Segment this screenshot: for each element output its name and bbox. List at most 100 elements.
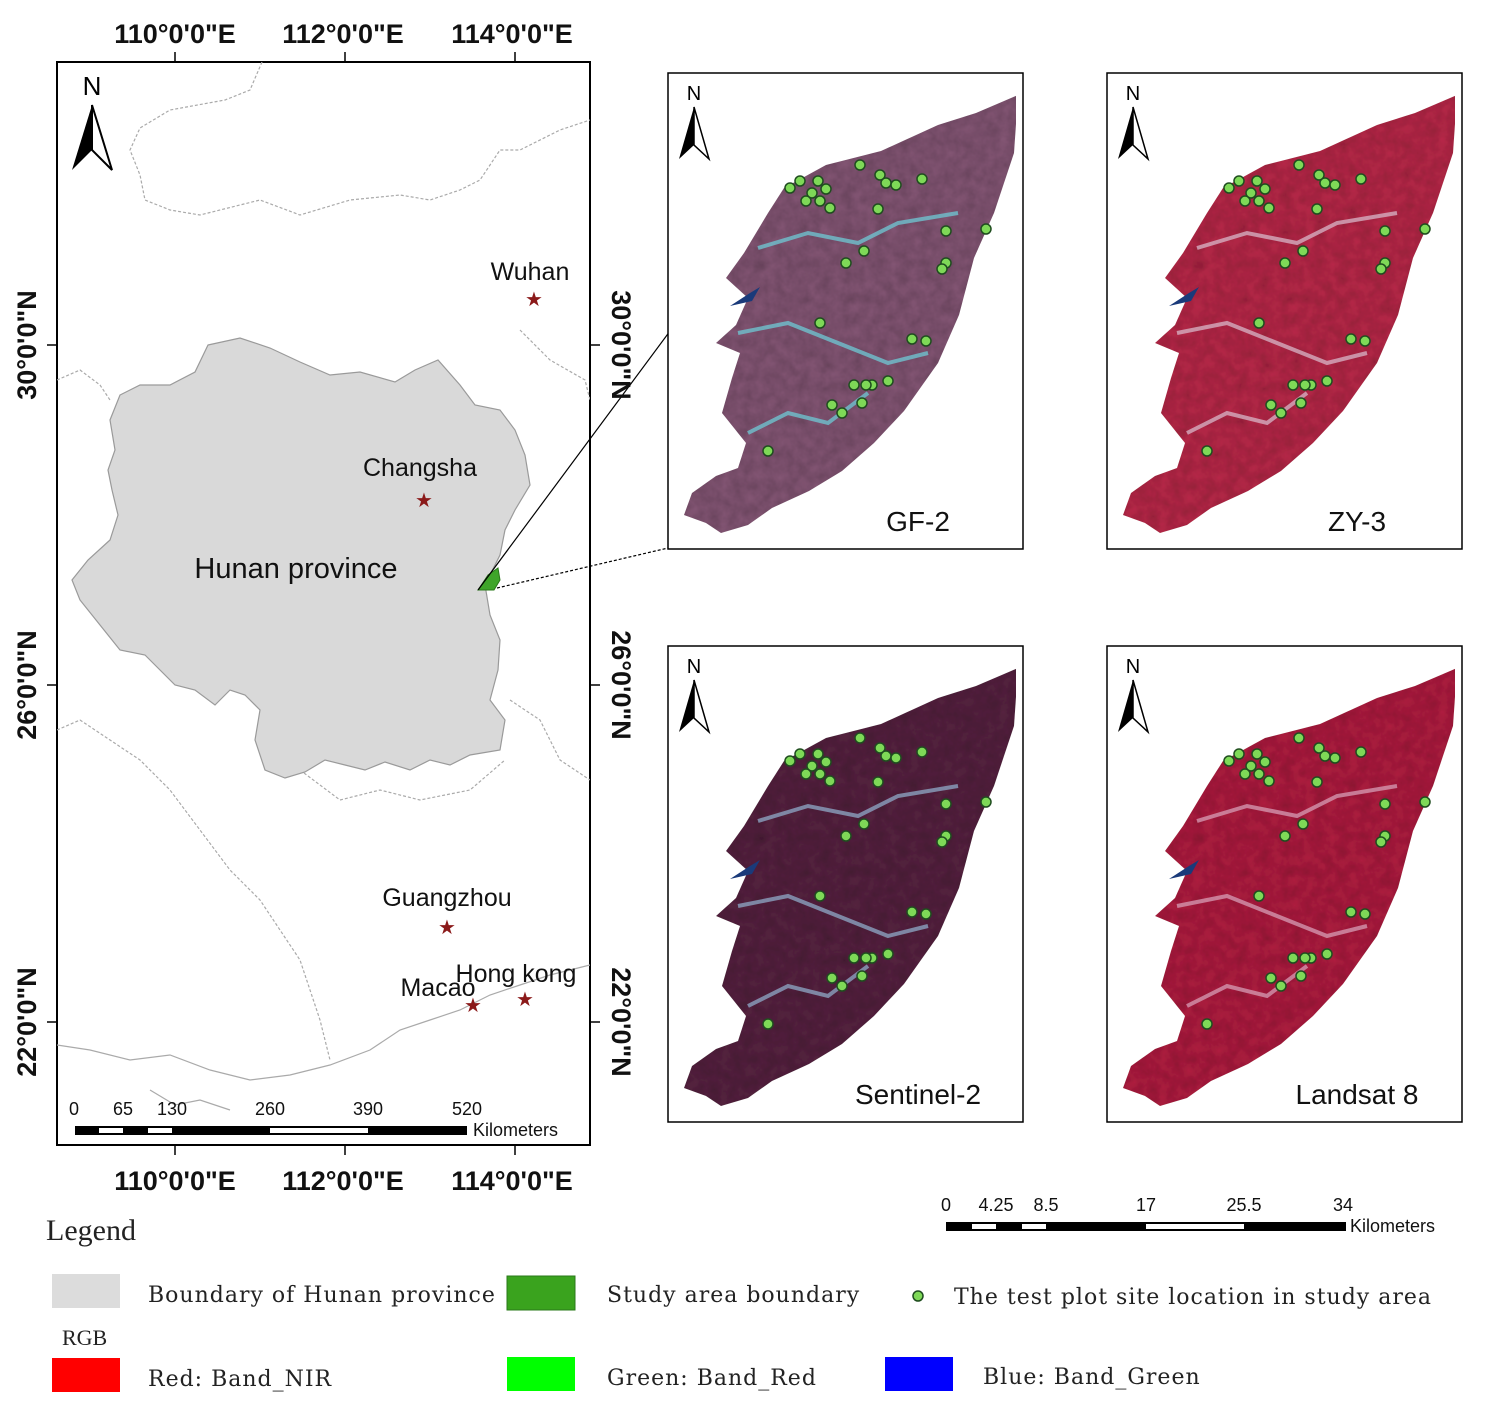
legend-swatch-red (52, 1358, 120, 1392)
legend-label-green: Green: Band_Red (607, 1366, 817, 1391)
plot-site-point (1419, 796, 1431, 808)
plot-site-point (1299, 379, 1311, 391)
plot-site-point (1311, 203, 1323, 215)
plot-site-point (1329, 179, 1341, 191)
plot-site-point (936, 836, 948, 848)
lat-label-right-26: 26°0'0"N (606, 630, 636, 740)
main-scale-tick-260: 260 (255, 1099, 285, 1119)
main-map: 110°0'0"E 112°0'0"E 114°0'0"E 110°0'0"E … (12, 19, 600, 1196)
panel-label-gf-2: GF-2 (886, 506, 950, 537)
admin-border-south (299, 759, 506, 801)
legend-swatch-blue (885, 1357, 953, 1391)
plot-site-point (812, 748, 824, 760)
plot-site-point (940, 225, 952, 237)
plot-site-point (806, 187, 818, 199)
plot-site-point (820, 756, 832, 768)
plot-site-point (1293, 732, 1305, 744)
study-area-shape (477, 567, 501, 591)
plot-site-point (1223, 182, 1235, 194)
plot-site-point (1299, 952, 1311, 964)
lat-label-right-22: 22°0'0"N (606, 967, 636, 1077)
plot-site-point (806, 760, 818, 772)
lat-label-right-30: 30°0'0"N (606, 290, 636, 400)
panel-scale-tick-17: 17 (1136, 1195, 1156, 1215)
reservoir-landsat-8 (1169, 860, 1199, 879)
main-scale-tick-0: 0 (69, 1099, 79, 1119)
city-star-wuhan: ★ (525, 289, 543, 311)
plot-site-point (1233, 748, 1245, 760)
main-scale-tick-130: 130 (157, 1099, 187, 1119)
plot-site-point (794, 748, 806, 760)
coastline (57, 964, 590, 1081)
city-star-guangzhou: ★ (438, 917, 456, 939)
plot-site-point (906, 333, 918, 345)
plot-site-point (794, 175, 806, 187)
panel-landsat-8: N Landsat 8 (1106, 645, 1463, 1123)
legend-rgb-title: RGB (62, 1325, 107, 1350)
plot-site-point (1295, 397, 1307, 409)
lon-label-top-114: 114°0'0"E (451, 19, 573, 49)
plot-site-point (1279, 830, 1291, 842)
city-label-guangzhou: Guangzhou (382, 884, 511, 912)
plot-site-point (936, 263, 948, 275)
admin-border-southwest (57, 719, 331, 1061)
panel-scale-unit: Kilometers (1350, 1216, 1435, 1236)
plot-site-point (1259, 756, 1271, 768)
plot-site-point (824, 202, 836, 214)
panel-sentinel-2: N Sentinel-2 (667, 645, 1024, 1123)
plot-site-point (872, 776, 884, 788)
plot-site-point (1275, 980, 1287, 992)
lat-label-left-30: 30°0'0"N (12, 290, 42, 400)
plot-site-point (880, 750, 892, 762)
plot-site-point (1321, 948, 1333, 960)
admin-border-north (129, 62, 590, 216)
city-label-macao: Macao (400, 974, 475, 1002)
plot-site-point (762, 1018, 774, 1030)
legend-label-blue: Blue: Band_Green (983, 1365, 1201, 1390)
river-network-landsat-8 (1176, 784, 1398, 1008)
plot-site-point (1259, 183, 1271, 195)
plot-site-point (1279, 257, 1291, 269)
lon-label-bottom-110: 110°0'0"E (114, 1166, 236, 1196)
plot-site-point (1233, 175, 1245, 187)
panel-label-landsat-8: Landsat 8 (1296, 1079, 1419, 1110)
coastline-detail (149, 1089, 231, 1111)
satellite-panels: N GF-2 N ZY-3 N Sentinel-2 N Landsat 8 (667, 72, 1463, 1123)
plot-site-point (1355, 746, 1367, 758)
plot-site-point (840, 257, 852, 269)
main-scale-tick-65: 65 (113, 1099, 133, 1119)
plot-site-point (784, 755, 796, 767)
plot-site-point (1329, 752, 1341, 764)
panel-label-zy-3: ZY-3 (1328, 506, 1386, 537)
plot-site-point (1253, 890, 1265, 902)
legend: Legend Boundary of Hunan province Study … (46, 1214, 1431, 1392)
legend-swatch-plot-site (912, 1290, 924, 1302)
plot-site-point (1263, 775, 1275, 787)
plot-site-point (1295, 970, 1307, 982)
city-label-hongkong: Hong kong (456, 960, 577, 988)
plot-site-point (1359, 335, 1371, 347)
plot-site-point (784, 182, 796, 194)
plot-site-point (858, 818, 870, 830)
plot-site-point (856, 970, 868, 982)
plot-site-point (920, 908, 932, 920)
plot-site-point (980, 796, 992, 808)
legend-label-study-area: Study area boundary (607, 1283, 860, 1308)
plot-site-point (826, 972, 838, 984)
plot-site-point (916, 173, 928, 185)
plot-site-point (836, 980, 848, 992)
main-north-arrow: N (72, 71, 113, 171)
panel-zy-3: N ZY-3 (1106, 72, 1463, 550)
city-label-changsha: Changsha (363, 454, 477, 482)
admin-border-east (519, 329, 590, 401)
plot-site-point (1293, 159, 1305, 171)
main-scale-tick-520: 520 (452, 1099, 482, 1119)
plot-site-point (854, 159, 866, 171)
plot-site-point (814, 768, 826, 780)
city-label-wuhan: Wuhan (491, 258, 570, 286)
plot-site-point (814, 317, 826, 329)
plot-site-point (1201, 1018, 1213, 1030)
province-label: Hunan province (194, 553, 397, 585)
plot-site-point (906, 906, 918, 918)
